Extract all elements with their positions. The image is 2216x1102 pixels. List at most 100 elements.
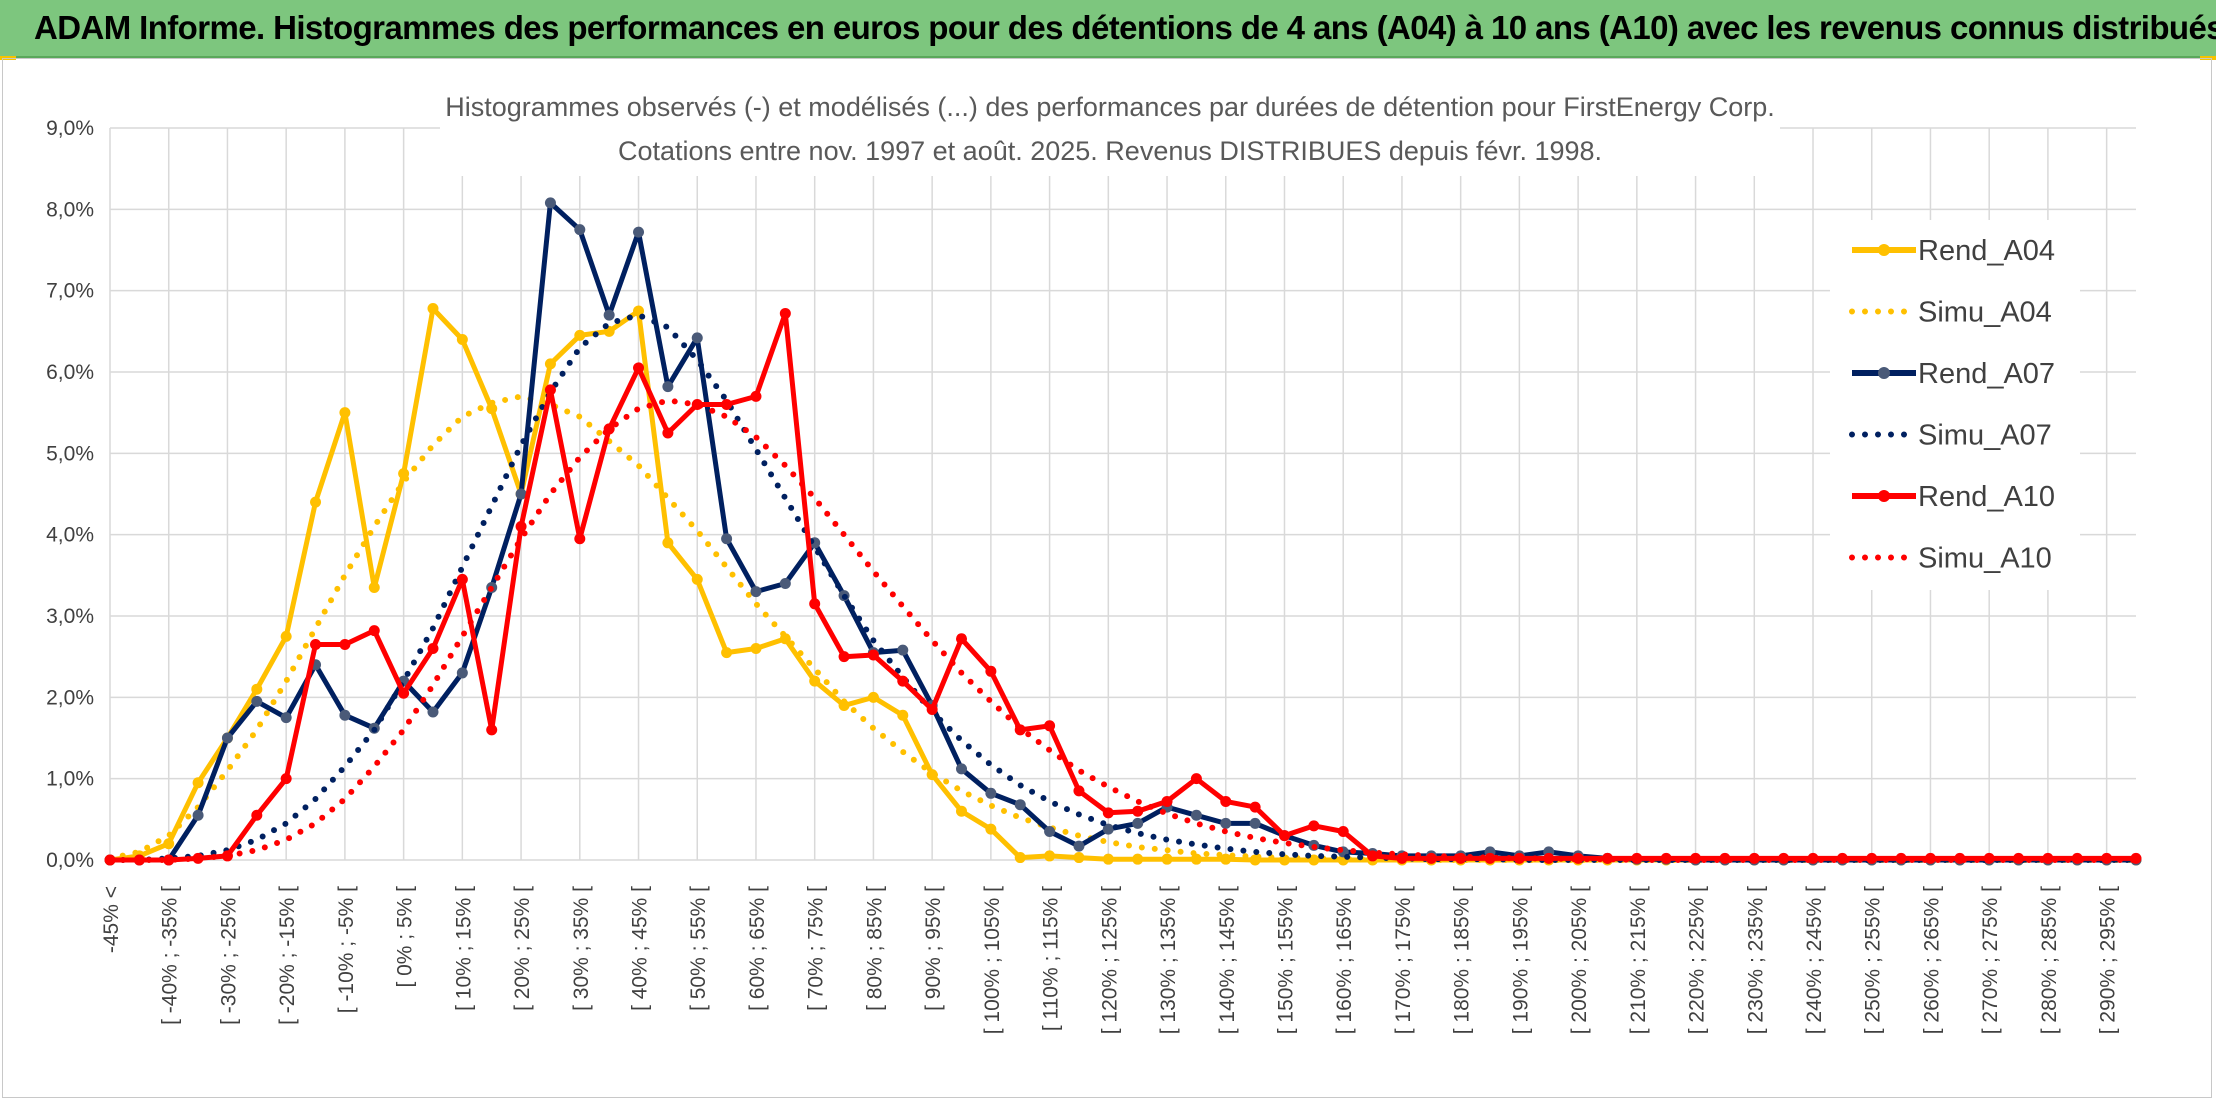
legend-marker: [1878, 244, 1890, 256]
data-point: [1190, 773, 1202, 785]
data-point: [310, 496, 322, 508]
legend-item: Simu_A10: [1849, 543, 2052, 575]
y-tick-label: 7,0%: [46, 280, 94, 303]
legend-item: Simu_A07: [1849, 420, 2052, 452]
data-point: [897, 644, 909, 656]
legend-item: Rend_A04: [1852, 235, 2055, 267]
data-point: [867, 649, 879, 661]
data-point: [574, 224, 586, 236]
data-point: [1220, 795, 1232, 807]
x-tick-label: -45% <: [100, 886, 123, 953]
data-point: [339, 407, 351, 419]
data-point: [544, 358, 556, 370]
data-point: [368, 625, 380, 637]
x-tick-label: [ 160% ; 165% [: [1333, 886, 1356, 1034]
data-point: [515, 488, 527, 500]
x-axis-ticks: -45% < [ -40% ; -35% [[ -30% ; -25% [[ -2…: [100, 886, 2120, 1034]
x-tick-label: [ 290% ; 295% [: [2097, 886, 2120, 1034]
legend-label: Rend_A07: [1918, 358, 2055, 390]
x-tick-label: [ 0% ; 5% [: [394, 886, 417, 988]
data-point: [515, 521, 527, 533]
data-point: [1014, 799, 1026, 811]
data-point: [1132, 805, 1144, 817]
data-point: [633, 226, 645, 238]
x-tick-label: [ 20% ; 25% [: [511, 886, 534, 1011]
data-point: [427, 303, 439, 315]
data-point: [1161, 853, 1173, 865]
data-point: [251, 683, 263, 695]
data-point: [1102, 853, 1114, 865]
data-point: [2042, 852, 2054, 864]
x-tick-label: [ 190% ; 195% [: [1509, 886, 1532, 1034]
data-point: [779, 307, 791, 319]
data-point: [985, 823, 997, 835]
data-point: [486, 403, 498, 415]
x-tick-label: [ 110% ; 115% [: [1040, 886, 1063, 1031]
data-point: [1102, 823, 1114, 835]
x-tick-label: [ 70% ; 75% [: [805, 886, 828, 1011]
legend-label: Simu_A07: [1918, 420, 2052, 452]
data-point: [1308, 820, 1320, 832]
x-tick-label: [ 10% ; 15% [: [452, 886, 475, 1011]
data-point: [1190, 853, 1202, 865]
y-tick-label: 6,0%: [46, 361, 94, 384]
data-point: [1132, 817, 1144, 829]
legend-item: Rend_A07: [1852, 358, 2055, 390]
legend-background: [1830, 220, 2080, 590]
x-tick-label: [ 120% ; 125% [: [1098, 886, 1121, 1034]
data-point: [456, 667, 468, 679]
data-point: [721, 647, 733, 659]
x-tick-label: [ 40% ; 45% [: [629, 886, 652, 1011]
data-point: [544, 197, 556, 209]
data-point: [1249, 817, 1261, 829]
chart-title: Histogrammes observés (-) et modélisés (…: [445, 92, 1775, 122]
data-point: [339, 709, 351, 721]
data-point: [750, 643, 762, 655]
x-tick-label: [ 130% ; 135% [: [1157, 886, 1180, 1034]
x-tick-label: [ 60% ; 65% [: [746, 886, 769, 1011]
legend-label: Rend_A10: [1918, 481, 2055, 513]
data-point: [456, 573, 468, 585]
series-lines: [104, 197, 2142, 866]
data-point: [280, 712, 292, 724]
series-line: [110, 310, 2136, 863]
y-tick-label: 8,0%: [46, 198, 94, 221]
y-tick-label: 5,0%: [46, 442, 94, 465]
legend-item: Simu_A04: [1849, 297, 2052, 329]
x-tick-label: [ -40% ; -35% [: [159, 886, 182, 1025]
data-point: [192, 777, 204, 789]
report-title: ADAM Informe. Histogrammes des performan…: [34, 9, 2216, 46]
legend-label: Simu_A04: [1918, 297, 2052, 329]
data-point: [1132, 853, 1144, 865]
data-point: [956, 633, 968, 645]
data-point: [662, 427, 674, 439]
data-point: [368, 582, 380, 594]
legend-label: Simu_A10: [1918, 543, 2052, 575]
chart-frame: [2, 58, 2212, 1098]
y-axis-ticks: 0,0% 1,0% 2,0% 3,0% 4,0% 5,0% 6,0% 7,0% 8,0% 9,0%: [46, 117, 94, 872]
data-point: [691, 573, 703, 585]
data-point: [985, 787, 997, 799]
data-point: [1367, 850, 1379, 862]
x-tick-label: [ 80% ; 85% [: [863, 886, 886, 1011]
x-tick-label: [ 30% ; 35% [: [570, 886, 593, 1011]
x-tick-label: [ 50% ; 55% [: [687, 886, 710, 1011]
report-header-banner: ADAM Informe. Histogrammes des performan…: [0, 0, 2216, 58]
y-tick-label: 3,0%: [46, 605, 94, 628]
x-tick-label: [ 170% ; 175% [: [1392, 886, 1415, 1034]
data-point: [486, 724, 498, 736]
legend-marker: [1878, 367, 1890, 379]
data-point: [779, 577, 791, 589]
data-point: [691, 332, 703, 344]
x-tick-label: [ 100% ; 105% [: [981, 886, 1004, 1034]
series-line: [107, 393, 2139, 863]
data-point: [1161, 795, 1173, 807]
data-point: [163, 838, 175, 850]
data-point: [1014, 852, 1026, 864]
data-point: [633, 362, 645, 374]
data-point: [1190, 809, 1202, 821]
chart-titles: Histogrammes observés (-) et modélisés (…: [440, 86, 1780, 176]
data-point: [1073, 852, 1085, 864]
data-point: [1073, 785, 1085, 797]
